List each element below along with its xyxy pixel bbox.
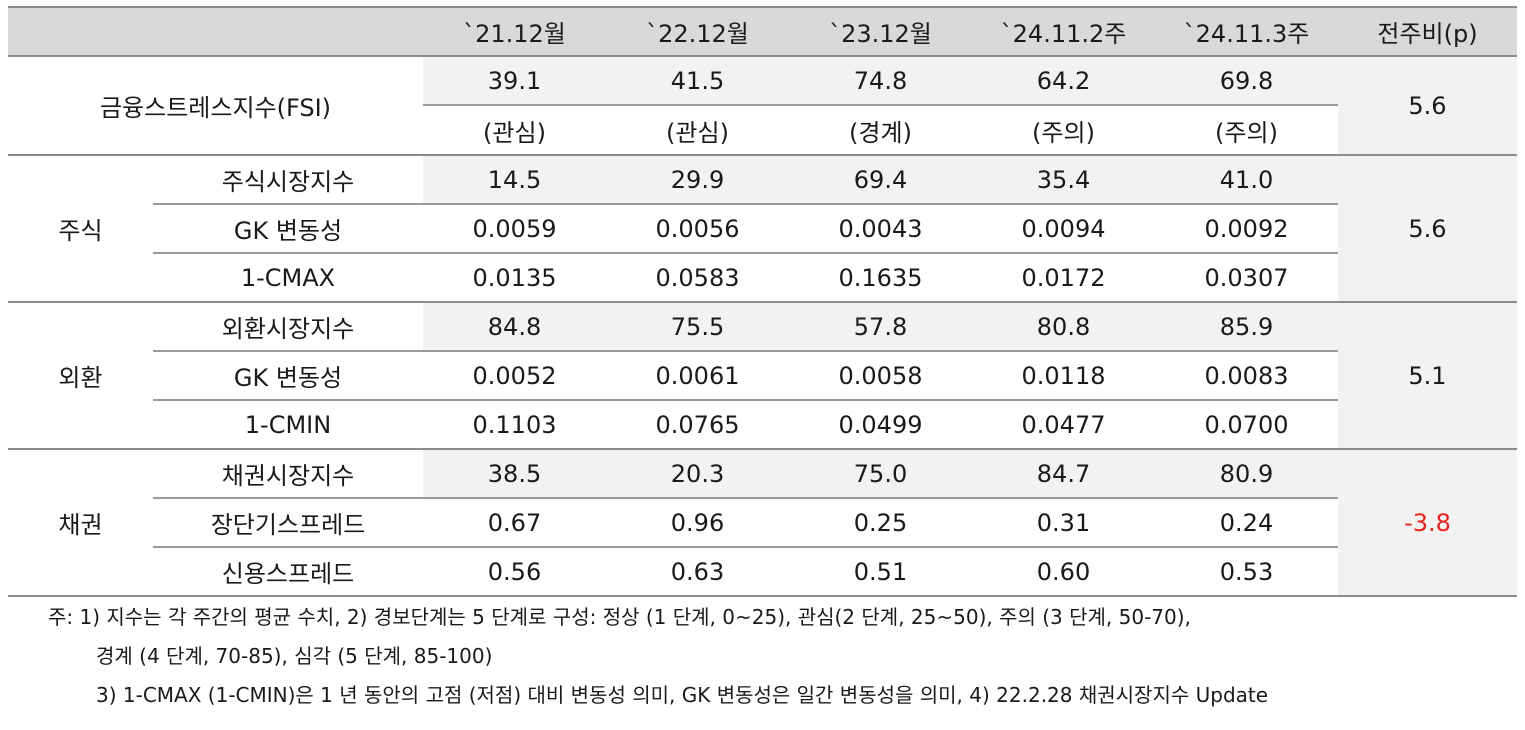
header-col-2022-12: `22.12월 bbox=[606, 6, 789, 57]
cell-value: 0.0583 bbox=[606, 253, 789, 303]
section-label-bond: 채권 bbox=[8, 449, 153, 597]
cell-value: 0.0059 bbox=[423, 204, 606, 254]
cell-value: 0.0094 bbox=[972, 204, 1155, 254]
fsi-value: 69.8 bbox=[1155, 56, 1338, 106]
cell-value: 0.51 bbox=[789, 547, 972, 597]
table-row: 외환 외환시장지수 84.8 75.5 57.8 80.8 85.9 5.1 bbox=[8, 302, 1517, 450]
cell-value: 0.0092 bbox=[1155, 204, 1338, 254]
cell-value: 85.9 bbox=[1155, 302, 1338, 352]
cell-value: 0.0307 bbox=[1155, 253, 1338, 303]
table-row: 1-CMAX 0.0135 0.0583 0.1635 0.0172 0.030… bbox=[8, 253, 1517, 303]
cell-value: 0.1103 bbox=[423, 400, 606, 450]
fsi-level: (관심) bbox=[423, 105, 606, 156]
cell-value: 0.0499 bbox=[789, 400, 972, 450]
cell-value: 0.0172 bbox=[972, 253, 1155, 303]
section-label-stock: 주식 bbox=[8, 155, 153, 303]
cell-value: 0.53 bbox=[1155, 547, 1338, 597]
section-change-bond: -3.8 bbox=[1338, 449, 1517, 597]
cell-value: 20.3 bbox=[606, 449, 789, 499]
cell-value: 69.4 bbox=[789, 155, 972, 205]
cell-value: 0.24 bbox=[1155, 498, 1338, 548]
table-row: GK 변동성 0.0052 0.0061 0.0058 0.0118 0.008… bbox=[8, 351, 1517, 401]
section-change-stock: 5.6 bbox=[1338, 155, 1517, 303]
cell-value: 38.5 bbox=[423, 449, 606, 499]
footnote-line: 경계 (4 단계, 70-85), 심각 (5 단계, 85-100) bbox=[96, 644, 493, 668]
cell-value: 0.96 bbox=[606, 498, 789, 548]
cell-value: 41.0 bbox=[1155, 155, 1338, 205]
cell-value: 0.0083 bbox=[1155, 351, 1338, 401]
cell-value: 0.0477 bbox=[972, 400, 1155, 450]
cell-value: 0.0043 bbox=[789, 204, 972, 254]
fsi-value: 41.5 bbox=[606, 56, 789, 106]
header-col-2021-12: `21.12월 bbox=[423, 6, 606, 57]
row-name: 주식시장지수 bbox=[153, 155, 423, 205]
fsi-level: (관심) bbox=[606, 105, 789, 156]
cell-value: 0.56 bbox=[423, 547, 606, 597]
header-row: `21.12월 `22.12월 `23.12월 `24.11.2주 `24.11… bbox=[8, 6, 1517, 57]
fsi-value: 74.8 bbox=[789, 56, 972, 106]
footnote-line: 주: 1) 지수는 각 주간의 평균 수치, 2) 경보단계는 5 단계로 구성… bbox=[48, 605, 1191, 629]
section-label-fx: 외환 bbox=[8, 302, 153, 450]
cell-value: 0.67 bbox=[423, 498, 606, 548]
cell-value: 35.4 bbox=[972, 155, 1155, 205]
cell-value: 0.0765 bbox=[606, 400, 789, 450]
fsi-levels-row: (관심) (관심) (경계) (주의) (주의) bbox=[8, 105, 1517, 156]
cell-value: 14.5 bbox=[423, 155, 606, 205]
row-name: GK 변동성 bbox=[153, 351, 423, 401]
row-name: 1-CMIN bbox=[153, 400, 423, 450]
cell-value: 0.0135 bbox=[423, 253, 606, 303]
cell-value: 0.0052 bbox=[423, 351, 606, 401]
row-name: 장단기스프레드 bbox=[153, 498, 423, 548]
cell-value: 80.8 bbox=[972, 302, 1155, 352]
fsi-level: (주의) bbox=[972, 105, 1155, 156]
cell-value: 75.0 bbox=[789, 449, 972, 499]
fsi-level: (경계) bbox=[789, 105, 972, 156]
cell-value: 0.0061 bbox=[606, 351, 789, 401]
cell-value: 84.8 bbox=[423, 302, 606, 352]
cell-value: 84.7 bbox=[972, 449, 1155, 499]
cell-value: 80.9 bbox=[1155, 449, 1338, 499]
row-name: 신용스프레드 bbox=[153, 547, 423, 597]
cell-value: 57.8 bbox=[789, 302, 972, 352]
cell-value: 0.31 bbox=[972, 498, 1155, 548]
table-row: GK 변동성 0.0059 0.0056 0.0043 0.0094 0.009… bbox=[8, 204, 1517, 254]
table-row: 장단기스프레드 0.67 0.96 0.25 0.31 0.24 bbox=[8, 498, 1517, 548]
cell-value: 0.63 bbox=[606, 547, 789, 597]
table-row: 1-CMIN 0.1103 0.0765 0.0499 0.0477 0.070… bbox=[8, 400, 1517, 450]
fsi-level: (주의) bbox=[1155, 105, 1338, 156]
header-col-2024-11-w3: `24.11.3주 bbox=[1155, 6, 1338, 57]
cell-value: 0.1635 bbox=[789, 253, 972, 303]
fsi-value: 64.2 bbox=[972, 56, 1155, 106]
cell-value: 75.5 bbox=[606, 302, 789, 352]
row-name: 채권시장지수 bbox=[153, 449, 423, 499]
fsi-change: 5.6 bbox=[1338, 56, 1517, 156]
fsi-values-row: 금융스트레스지수(FSI) 39.1 41.5 74.8 64.2 69.8 5… bbox=[8, 56, 1517, 156]
fsi-table: `21.12월 `22.12월 `23.12월 `24.11.2주 `24.11… bbox=[8, 6, 1517, 597]
cell-value: 0.0056 bbox=[606, 204, 789, 254]
cell-value: 0.0058 bbox=[789, 351, 972, 401]
fsi-label: 금융스트레스지수(FSI) bbox=[8, 56, 423, 156]
footnote-line: 3) 1-CMAX (1-CMIN)은 1 년 동안의 고점 (저점) 대비 변… bbox=[96, 683, 1269, 707]
table-row: 채권 채권시장지수 38.5 20.3 75.0 84.7 80.9 -3.8 bbox=[8, 449, 1517, 597]
cell-value: 0.0118 bbox=[972, 351, 1155, 401]
cell-value: 0.60 bbox=[972, 547, 1155, 597]
cell-value: 0.25 bbox=[789, 498, 972, 548]
header-col-2023-12: `23.12월 bbox=[789, 6, 972, 57]
header-col-change: 전주비(p) bbox=[1338, 6, 1517, 57]
header-blank bbox=[8, 6, 423, 57]
row-name: GK 변동성 bbox=[153, 204, 423, 254]
header-col-2024-11-w2: `24.11.2주 bbox=[972, 6, 1155, 57]
footnotes: 주: 1) 지수는 각 주간의 평균 수치, 2) 경보단계는 5 단계로 구성… bbox=[48, 598, 1268, 715]
row-name: 외환시장지수 bbox=[153, 302, 423, 352]
table-row: 신용스프레드 0.56 0.63 0.51 0.60 0.53 bbox=[8, 547, 1517, 597]
cell-value: 29.9 bbox=[606, 155, 789, 205]
cell-value: 0.0700 bbox=[1155, 400, 1338, 450]
section-change-fx: 5.1 bbox=[1338, 302, 1517, 450]
fsi-value: 39.1 bbox=[423, 56, 606, 106]
row-name: 1-CMAX bbox=[153, 253, 423, 303]
table-row: 주식 주식시장지수 14.5 29.9 69.4 35.4 41.0 5.6 bbox=[8, 155, 1517, 303]
